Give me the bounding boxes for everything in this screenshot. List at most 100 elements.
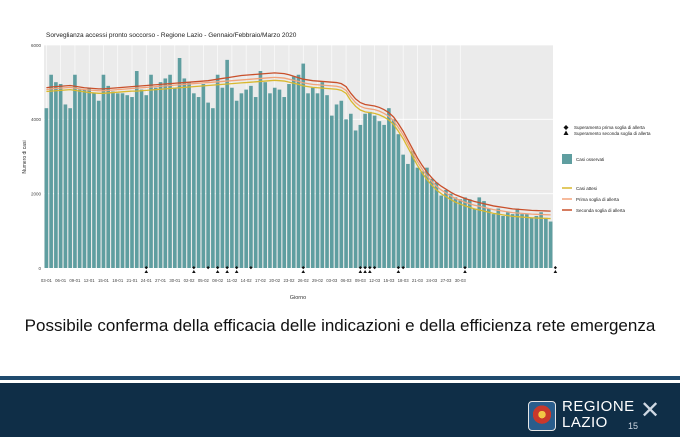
bar xyxy=(120,93,125,268)
first-alert-diamond xyxy=(249,266,253,270)
legend-first-alert-label: Superamento prima soglia di allerta xyxy=(574,125,645,130)
bar xyxy=(501,215,505,268)
bar xyxy=(87,87,91,268)
second-alert-triangle xyxy=(363,270,367,273)
bar xyxy=(310,87,315,268)
x-tick-label: 08-02 xyxy=(212,278,224,283)
legend-prima-soglia-label: Prima soglia di allerta xyxy=(576,197,620,202)
first-alert-diamond xyxy=(396,266,400,270)
first-alert-diamond xyxy=(368,266,372,270)
bar xyxy=(363,113,367,268)
first-alert-diamond xyxy=(363,266,367,270)
bar xyxy=(401,154,405,268)
bar xyxy=(434,182,439,268)
bar xyxy=(177,58,182,269)
bar xyxy=(368,111,372,269)
bar xyxy=(253,97,258,269)
bar xyxy=(239,93,244,268)
bar xyxy=(249,85,253,268)
bar xyxy=(206,102,210,268)
bar xyxy=(344,119,348,268)
bar xyxy=(534,215,539,268)
logo-x-icon: ✕ xyxy=(640,397,661,424)
legend-diamond-icon xyxy=(563,125,569,130)
lazio-emblem-icon xyxy=(528,401,556,431)
bar xyxy=(306,93,310,268)
legend: Superamento prima soglia di allerta Supe… xyxy=(562,125,651,213)
second-alert-triangle xyxy=(215,270,220,273)
x-tick-label: 06-03 xyxy=(341,278,353,283)
bar xyxy=(201,84,206,269)
first-alert-diamond xyxy=(358,266,362,270)
bar xyxy=(49,74,53,268)
bar xyxy=(125,95,130,268)
bar xyxy=(139,89,144,268)
x-tick-label: 03-03 xyxy=(326,278,338,283)
bar xyxy=(396,134,401,268)
bar xyxy=(272,87,277,268)
bar xyxy=(406,163,410,268)
bar xyxy=(444,189,448,268)
bar xyxy=(134,71,139,269)
bar xyxy=(358,124,363,269)
x-tick-label: 09-01 xyxy=(69,278,81,283)
legend-casi-attesi-label: Casi attesi xyxy=(576,186,597,191)
bar xyxy=(196,97,201,269)
bar xyxy=(211,108,215,268)
x-tick-label: 24-01 xyxy=(141,278,153,283)
second-alert-triangle xyxy=(396,270,401,273)
line-prima-soglia-di-allerta xyxy=(46,76,551,216)
bar xyxy=(192,93,196,268)
page-number: 15 xyxy=(628,421,639,431)
legend-triangle-icon xyxy=(563,130,569,135)
x-tick-label: 03-01 xyxy=(41,278,53,283)
bar xyxy=(73,74,77,268)
bar xyxy=(225,59,229,268)
x-tick-label: 12-01 xyxy=(84,278,96,283)
second-alert-triangle xyxy=(553,270,558,273)
y-axis-label: Numero di casi xyxy=(22,140,28,173)
bar xyxy=(410,150,415,268)
bar xyxy=(301,63,306,269)
bar xyxy=(391,119,396,268)
bar xyxy=(220,87,225,268)
bar xyxy=(382,124,386,269)
first-alert-diamond xyxy=(373,266,377,270)
footer-stripe xyxy=(0,376,680,380)
bar xyxy=(415,167,420,268)
x-tick-label: 21-03 xyxy=(412,278,424,283)
x-tick-label: 23-02 xyxy=(283,278,295,283)
bar xyxy=(58,84,63,269)
y-tick-label: 0 xyxy=(38,266,41,271)
regione-lazio-logo: REGIONE LAZIO ✕ xyxy=(528,397,661,435)
bar xyxy=(506,212,510,268)
bar xyxy=(320,82,325,269)
bar xyxy=(54,82,58,269)
bar xyxy=(334,104,339,268)
bar xyxy=(282,97,287,269)
bar xyxy=(106,85,111,268)
x-axis-label: Giorno xyxy=(290,295,307,301)
bar xyxy=(268,93,272,268)
bar xyxy=(68,108,72,268)
bar xyxy=(234,100,239,268)
bar xyxy=(44,108,49,268)
bar xyxy=(101,74,106,268)
bar xyxy=(244,89,248,268)
bar xyxy=(163,78,168,268)
x-tick-label: 26-02 xyxy=(298,278,310,283)
legend-second-alert-label: Superamento seconda soglia di allerta xyxy=(574,131,651,136)
bar xyxy=(496,208,501,268)
bar xyxy=(296,74,301,268)
bar xyxy=(230,87,234,268)
second-alert-triangle xyxy=(225,270,229,273)
bar xyxy=(187,82,191,269)
bar xyxy=(258,71,263,269)
bar xyxy=(173,87,177,268)
bar xyxy=(439,195,444,268)
bar xyxy=(349,113,353,268)
bar xyxy=(315,93,320,268)
x-tick-label: 27-01 xyxy=(155,278,167,283)
bar xyxy=(515,208,520,268)
